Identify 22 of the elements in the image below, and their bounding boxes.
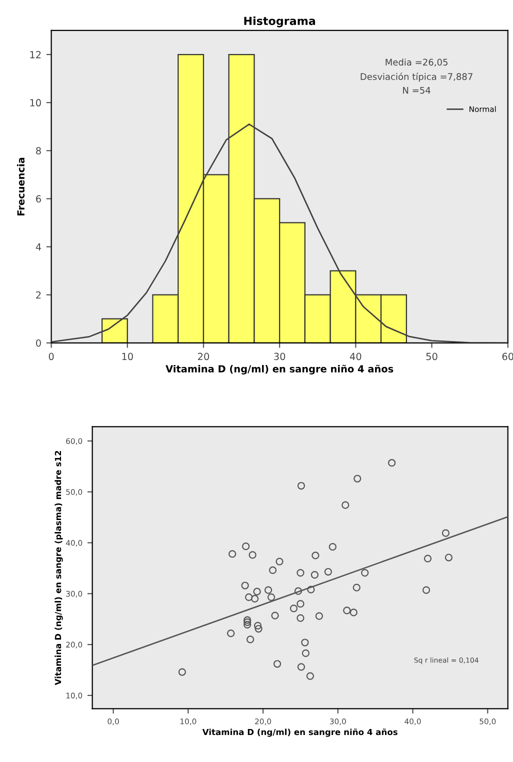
- x-tick-label: 40: [350, 352, 362, 360]
- annotation: Desviación típica =7,887: [360, 72, 472, 82]
- y-tick-label: 4: [36, 243, 42, 250]
- y-axis-title: Vitamina D (ng/ml) en sangre (plasma) madre s12: [54, 450, 63, 686]
- annotation: N =54: [403, 86, 430, 94]
- y-tick-label: 2: [36, 291, 41, 299]
- y-tick-label: 8: [36, 147, 41, 154]
- x-tick-label: 30: [274, 352, 286, 360]
- y-tick-label: 12: [30, 50, 41, 58]
- y-tick-label: 6: [36, 195, 41, 203]
- annotation: Media =26,05: [386, 58, 448, 67]
- y-tick-label: 0: [36, 339, 41, 347]
- x-tick-label: 20: [198, 352, 210, 360]
- y-tick-label: 10: [30, 99, 41, 106]
- x-axis-title: Vitamina D (ng/ml) en sangre niño 4 años: [166, 364, 394, 374]
- y-axis-title: Frecuencia: [17, 158, 25, 216]
- x-tick-label: 10: [122, 352, 133, 360]
- chart-title: Histograma: [244, 16, 316, 28]
- x-axis-title: Vitamina D (ng/ml) en sangre niño 4 años: [202, 728, 398, 737]
- x-tick-label: 0: [48, 352, 54, 360]
- x-tick-label: 50: [426, 352, 438, 360]
- x-tick-label: 60: [502, 352, 513, 360]
